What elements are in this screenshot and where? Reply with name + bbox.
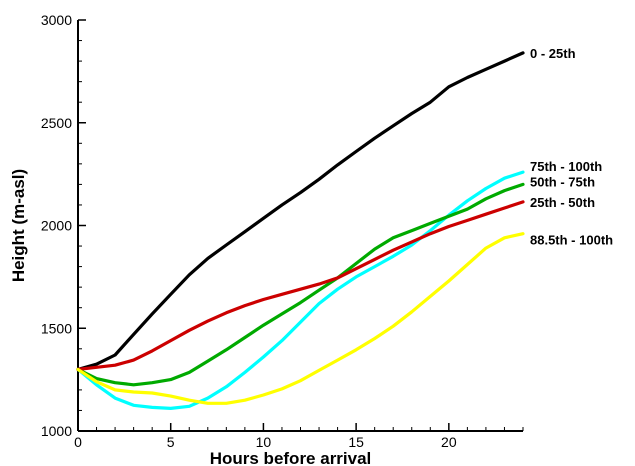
y-tick-label: 1000	[41, 423, 72, 439]
series-label-0: 0 - 25th	[530, 46, 576, 61]
series-label-1: 75th - 100th	[530, 159, 602, 174]
x-axis-title: Hours before arrival	[210, 449, 372, 466]
chart-series-lines	[76, 51, 525, 410]
x-tick-label: 20	[441, 434, 457, 450]
x-tick-label: 15	[348, 434, 364, 450]
series-label-4: 88.5th - 100th	[530, 233, 613, 248]
chart-ticks: 1000 1500 2000 2500 3000 0 5 10 15 20	[41, 12, 524, 450]
x-tick-label: 0	[74, 434, 82, 450]
series-line-3	[76, 200, 525, 371]
series-label-3: 25th - 50th	[530, 195, 595, 210]
x-tick-label: 10	[256, 434, 272, 450]
y-tick-label: 2000	[41, 218, 72, 234]
series-line-0	[76, 51, 525, 371]
y-tick-label: 3000	[41, 12, 72, 28]
y-tick-label: 1500	[41, 320, 72, 336]
y-tick-label: 2500	[41, 115, 72, 131]
y-axis-title: Height (m-asl)	[9, 169, 28, 282]
series-line-4	[76, 232, 525, 405]
x-tick-label: 5	[167, 434, 175, 450]
series-label-2: 50th - 75th	[530, 174, 595, 189]
series-line-2	[76, 182, 525, 387]
